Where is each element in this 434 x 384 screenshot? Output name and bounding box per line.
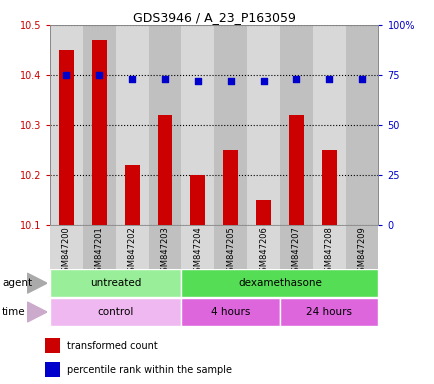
Bar <box>157 115 172 225</box>
Bar <box>45 338 60 353</box>
Text: GSM847203: GSM847203 <box>160 226 169 277</box>
Text: GSM847209: GSM847209 <box>357 226 366 277</box>
Text: GSM847201: GSM847201 <box>95 226 104 277</box>
Text: dexamethasone: dexamethasone <box>237 278 321 288</box>
Text: time: time <box>2 307 26 317</box>
Bar <box>223 150 237 225</box>
Bar <box>115 225 148 269</box>
Bar <box>59 50 74 225</box>
Bar <box>181 225 214 269</box>
Bar <box>288 115 303 225</box>
Point <box>63 72 70 78</box>
Point <box>292 76 299 82</box>
Bar <box>181 270 378 297</box>
Bar <box>279 225 312 269</box>
Text: untreated: untreated <box>90 278 141 288</box>
Bar <box>256 200 270 225</box>
Point <box>128 76 135 82</box>
Text: 24 hours: 24 hours <box>306 307 352 317</box>
Bar <box>82 25 115 225</box>
Bar <box>279 25 312 225</box>
Text: percentile rank within the sample: percentile rank within the sample <box>66 364 231 375</box>
Bar <box>50 270 181 297</box>
Text: GSM847206: GSM847206 <box>258 226 267 277</box>
Bar <box>148 25 181 225</box>
Point <box>161 76 168 82</box>
Bar <box>125 165 139 225</box>
Text: 4 hours: 4 hours <box>210 307 250 317</box>
Text: GSM847202: GSM847202 <box>127 226 136 277</box>
Text: GSM847204: GSM847204 <box>193 226 202 277</box>
Bar <box>345 25 378 225</box>
Bar <box>247 25 279 225</box>
Text: GSM847200: GSM847200 <box>62 226 71 277</box>
Point <box>95 72 102 78</box>
Title: GDS3946 / A_23_P163059: GDS3946 / A_23_P163059 <box>132 11 295 24</box>
Point <box>227 78 233 84</box>
Bar <box>190 175 205 225</box>
Bar <box>50 225 82 269</box>
Bar <box>214 25 247 225</box>
Bar <box>50 298 181 326</box>
Text: GSM847208: GSM847208 <box>324 226 333 277</box>
Bar <box>214 225 247 269</box>
Point <box>194 78 201 84</box>
Bar <box>312 25 345 225</box>
Point <box>260 78 266 84</box>
Bar <box>92 40 106 225</box>
Bar <box>279 298 378 326</box>
Bar <box>321 150 336 225</box>
Bar <box>50 25 82 225</box>
Text: transformed count: transformed count <box>66 341 157 351</box>
Bar <box>312 225 345 269</box>
Bar <box>247 225 279 269</box>
Bar <box>181 298 279 326</box>
Text: control: control <box>97 307 134 317</box>
Point <box>325 76 332 82</box>
Bar <box>181 25 214 225</box>
Point <box>358 76 365 82</box>
Bar <box>45 362 60 377</box>
Bar <box>82 225 115 269</box>
Text: GSM847205: GSM847205 <box>226 226 235 277</box>
Bar <box>115 25 148 225</box>
Polygon shape <box>27 302 47 322</box>
Text: GSM847207: GSM847207 <box>291 226 300 277</box>
Bar <box>148 225 181 269</box>
Bar <box>345 225 378 269</box>
Polygon shape <box>27 273 47 293</box>
Text: agent: agent <box>2 278 32 288</box>
